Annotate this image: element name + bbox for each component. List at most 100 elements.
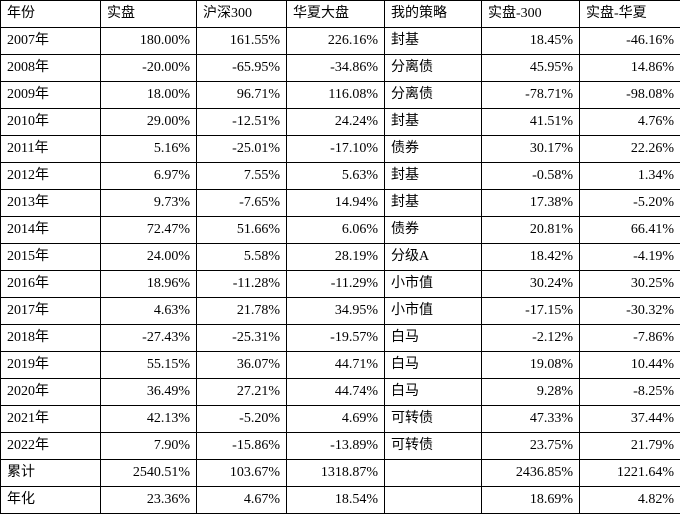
cell[interactable]: 4.82% [580,487,680,514]
cell[interactable]: 1318.87% [287,460,385,487]
cell[interactable]: -0.58% [482,163,580,190]
cell[interactable]: 9.73% [101,190,197,217]
cell[interactable]: 66.41% [580,217,680,244]
cell[interactable]: 17.38% [482,190,580,217]
cell[interactable]: -98.08% [580,82,680,109]
cell[interactable]: 分离债 [385,82,482,109]
cell[interactable]: 27.21% [197,379,287,406]
cell[interactable]: 161.55% [197,28,287,55]
cell[interactable]: 2013年 [1,190,101,217]
cell[interactable] [385,487,482,514]
cell[interactable]: -2.12% [482,325,580,352]
cell[interactable]: 18.00% [101,82,197,109]
cell[interactable]: 2016年 [1,271,101,298]
cell[interactable]: 2022年 [1,433,101,460]
cell[interactable]: 年化 [1,487,101,514]
cell[interactable]: 1.34% [580,163,680,190]
cell[interactable]: -17.10% [287,136,385,163]
cell[interactable]: -7.86% [580,325,680,352]
cell[interactable]: 18.45% [482,28,580,55]
cell[interactable]: 2010年 [1,109,101,136]
cell[interactable]: 51.66% [197,217,287,244]
cell[interactable]: 可转债 [385,433,482,460]
cell[interactable]: -13.89% [287,433,385,460]
cell[interactable]: 7.55% [197,163,287,190]
cell[interactable]: -15.86% [197,433,287,460]
column-header[interactable]: 年份 [1,1,101,28]
cell[interactable]: 6.06% [287,217,385,244]
cell[interactable]: 103.67% [197,460,287,487]
cell[interactable]: 4.63% [101,298,197,325]
cell[interactable]: 30.24% [482,271,580,298]
cell[interactable]: 28.19% [287,244,385,271]
cell[interactable]: 2540.51% [101,460,197,487]
column-header[interactable]: 实盘 [101,1,197,28]
cell[interactable]: 9.28% [482,379,580,406]
cell[interactable]: 2021年 [1,406,101,433]
cell[interactable]: 5.63% [287,163,385,190]
cell[interactable]: 47.33% [482,406,580,433]
cell[interactable]: -25.31% [197,325,287,352]
cell[interactable]: 37.44% [580,406,680,433]
cell[interactable]: 180.00% [101,28,197,55]
cell[interactable]: 7.90% [101,433,197,460]
cell[interactable]: 30.25% [580,271,680,298]
cell[interactable]: 2014年 [1,217,101,244]
cell[interactable]: 封基 [385,190,482,217]
cell[interactable]: 23.36% [101,487,197,514]
cell[interactable]: 5.16% [101,136,197,163]
cell[interactable]: 21.78% [197,298,287,325]
cell[interactable]: 42.13% [101,406,197,433]
cell[interactable]: -11.28% [197,271,287,298]
cell[interactable]: 1221.64% [580,460,680,487]
cell[interactable]: 2017年 [1,298,101,325]
cell[interactable]: 小市值 [385,298,482,325]
cell[interactable]: 18.96% [101,271,197,298]
cell[interactable]: -25.01% [197,136,287,163]
cell[interactable]: 2012年 [1,163,101,190]
cell[interactable]: 19.08% [482,352,580,379]
cell[interactable]: 18.54% [287,487,385,514]
cell[interactable]: -5.20% [197,406,287,433]
cell[interactable]: 2019年 [1,352,101,379]
cell[interactable]: 226.16% [287,28,385,55]
cell[interactable]: 债券 [385,136,482,163]
cell[interactable]: 36.07% [197,352,287,379]
cell[interactable]: 29.00% [101,109,197,136]
cell[interactable]: -11.29% [287,271,385,298]
cell[interactable]: -12.51% [197,109,287,136]
cell[interactable]: -46.16% [580,28,680,55]
cell[interactable]: 18.69% [482,487,580,514]
cell[interactable]: 封基 [385,28,482,55]
cell[interactable]: 14.94% [287,190,385,217]
cell[interactable]: -5.20% [580,190,680,217]
cell[interactable]: 22.26% [580,136,680,163]
cell[interactable]: 白马 [385,325,482,352]
cell[interactable]: -19.57% [287,325,385,352]
cell[interactable]: 116.08% [287,82,385,109]
cell[interactable]: 2009年 [1,82,101,109]
cell[interactable]: 24.24% [287,109,385,136]
cell[interactable]: 白马 [385,352,482,379]
cell[interactable]: 44.71% [287,352,385,379]
cell[interactable]: 2436.85% [482,460,580,487]
cell[interactable]: 累计 [1,460,101,487]
column-header[interactable]: 我的策略 [385,1,482,28]
cell[interactable]: 24.00% [101,244,197,271]
cell[interactable]: 30.17% [482,136,580,163]
cell[interactable]: -34.86% [287,55,385,82]
cell[interactable]: -27.43% [101,325,197,352]
cell[interactable]: 72.47% [101,217,197,244]
cell[interactable]: 41.51% [482,109,580,136]
cell[interactable]: 白马 [385,379,482,406]
cell[interactable]: 4.76% [580,109,680,136]
cell[interactable]: 5.58% [197,244,287,271]
column-header[interactable]: 实盘-300 [482,1,580,28]
cell[interactable]: 4.69% [287,406,385,433]
cell[interactable]: -78.71% [482,82,580,109]
cell[interactable]: 20.81% [482,217,580,244]
column-header[interactable]: 华夏大盘 [287,1,385,28]
cell[interactable]: -7.65% [197,190,287,217]
cell[interactable] [385,460,482,487]
cell[interactable]: 债券 [385,217,482,244]
